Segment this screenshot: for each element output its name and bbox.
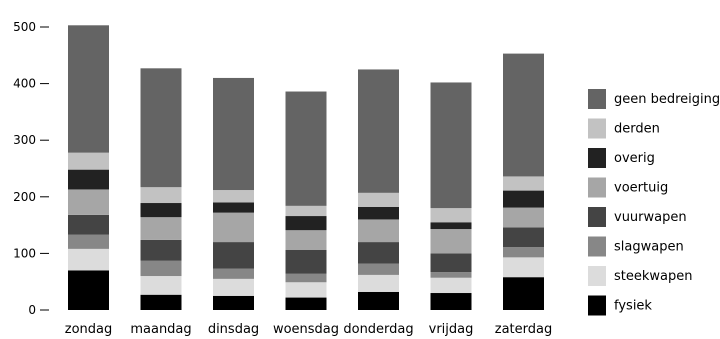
- legend-swatch-derden: [588, 118, 606, 139]
- bar-segment-overig-zondag: [68, 169, 109, 190]
- legend-label-derden: derden: [614, 122, 660, 137]
- legend-swatch-slagwapen: [588, 236, 606, 257]
- bar-segment-steekwapen-vrijdag: [430, 277, 472, 294]
- y-tick-label: 100: [13, 246, 36, 260]
- legend-swatch-steekwapen: [588, 266, 606, 286]
- legend-label-vuurwapen: vuurwapen: [614, 210, 687, 225]
- bar-segment-vuurwapen-vrijdag: [430, 253, 472, 273]
- y-tick-label: 400: [13, 77, 36, 91]
- x-tick-label-zondag: zondag: [65, 322, 113, 337]
- legend-label-overig: overig: [614, 151, 655, 166]
- bar-segment-derden-vrijdag: [430, 208, 472, 223]
- legend-label-fysiek: fysiek: [614, 299, 652, 314]
- y-tick-label: 0: [28, 303, 36, 317]
- bar-segment-steekwapen-maandag: [140, 276, 182, 295]
- legend-swatch-voertuig: [588, 177, 606, 198]
- bar-segment-vuurwapen-dinsdag: [213, 242, 254, 269]
- bar-segment-vuurwapen-donderdag: [358, 242, 399, 264]
- bar-segment-derden-zaterdag: [503, 176, 544, 191]
- x-tick-label-donderdag: donderdag: [343, 322, 413, 337]
- bar-segment-derden-woensdag: [285, 205, 327, 217]
- bar-segment-derden-zondag: [68, 152, 109, 170]
- bars: [68, 25, 544, 310]
- bar-segment-geen-bedreiging-maandag: [140, 68, 182, 188]
- bar-segment-geen-bedreiging-vrijdag: [430, 82, 472, 209]
- bar-segment-voertuig-zondag: [68, 189, 109, 215]
- y-tick-label: 300: [13, 133, 36, 147]
- bar-segment-slagwapen-dinsdag: [213, 268, 254, 279]
- bar-segment-overig-dinsdag: [213, 202, 254, 213]
- bar-segment-steekwapen-zaterdag: [503, 257, 544, 278]
- legend-swatch-geen-bedreiging: [588, 89, 606, 109]
- x-tick-label-maandag: maandag: [130, 322, 191, 337]
- bar-segment-vuurwapen-zondag: [68, 214, 109, 235]
- bar-segment-voertuig-woensdag: [285, 230, 327, 251]
- bar-segment-slagwapen-donderdag: [358, 263, 399, 275]
- bar-segment-derden-maandag: [140, 187, 182, 204]
- bar-segment-fysiek-woensdag: [285, 297, 327, 310]
- bar-segment-geen-bedreiging-dinsdag: [213, 77, 254, 191]
- bar-segment-voertuig-maandag: [140, 217, 182, 240]
- bar-segment-overig-donderdag: [358, 206, 399, 220]
- bar-segment-geen-bedreiging-woensdag: [285, 91, 327, 206]
- bar-segment-fysiek-maandag: [140, 294, 182, 310]
- bar-segment-geen-bedreiging-donderdag: [358, 69, 399, 193]
- bar-segment-geen-bedreiging-zaterdag: [503, 53, 544, 177]
- y-tick-label: 500: [13, 20, 36, 34]
- bar-segment-slagwapen-zondag: [68, 234, 109, 249]
- legend-swatch-fysiek: [588, 295, 606, 316]
- x-tick-label-woensdag: woensdag: [273, 322, 339, 337]
- legend-label-slagwapen: slagwapen: [614, 240, 684, 255]
- bar-segment-voertuig-vrijdag: [430, 229, 472, 254]
- bar-segment-fysiek-donderdag: [358, 291, 399, 310]
- bar-segment-vuurwapen-woensdag: [285, 250, 327, 274]
- bar-segment-vuurwapen-maandag: [140, 239, 182, 261]
- bar-segment-steekwapen-donderdag: [358, 274, 399, 292]
- x-axis-labels: zondag maandag dinsdag woensdag donderdag vri…: [65, 322, 552, 337]
- legend-label-voertuig: voertuig: [614, 181, 668, 196]
- y-axis: 0 100 200 300 400 500: [13, 20, 49, 317]
- bar-segment-fysiek-zaterdag: [503, 277, 544, 310]
- bar-segment-voertuig-dinsdag: [213, 212, 254, 243]
- x-tick-label-dinsdag: dinsdag: [208, 322, 259, 337]
- bar-segment-derden-donderdag: [358, 192, 399, 207]
- bar-segment-fysiek-zondag: [68, 270, 109, 310]
- bar-segment-derden-dinsdag: [213, 190, 254, 203]
- bar-segment-slagwapen-maandag: [140, 260, 182, 277]
- bar-segment-slagwapen-zaterdag: [503, 247, 544, 258]
- bar-segment-voertuig-zaterdag: [503, 207, 544, 228]
- bar-segment-overig-woensdag: [285, 216, 327, 231]
- bar-segment-voertuig-donderdag: [358, 219, 399, 243]
- bar-segment-geen-bedreiging-zondag: [68, 25, 109, 153]
- bar-segment-vuurwapen-zaterdag: [503, 227, 544, 248]
- bar-segment-overig-vrijdag: [430, 222, 472, 230]
- legend-swatch-vuurwapen: [588, 207, 606, 227]
- bar-segment-overig-zaterdag: [503, 190, 544, 208]
- bar-segment-slagwapen-vrijdag: [430, 272, 472, 278]
- legend-swatch-overig: [588, 148, 606, 168]
- bar-segment-fysiek-vrijdag: [430, 293, 472, 310]
- bar-segment-steekwapen-woensdag: [285, 282, 327, 298]
- legend: geen bedreiging derden overig voertuig vuurw…: [588, 89, 720, 316]
- x-tick-label-vrijdag: vrijdag: [429, 322, 474, 337]
- y-tick-label: 200: [13, 190, 36, 204]
- bar-segment-steekwapen-dinsdag: [213, 278, 254, 296]
- bar-segment-steekwapen-zondag: [68, 248, 109, 271]
- x-tick-label-zaterdag: zaterdag: [495, 322, 552, 337]
- bar-segment-overig-maandag: [140, 203, 182, 218]
- legend-label-steekwapen: steekwapen: [614, 269, 692, 284]
- bar-segment-fysiek-dinsdag: [213, 295, 254, 310]
- legend-label-geen-bedreiging: geen bedreiging: [614, 92, 720, 107]
- bar-segment-slagwapen-woensdag: [285, 273, 327, 283]
